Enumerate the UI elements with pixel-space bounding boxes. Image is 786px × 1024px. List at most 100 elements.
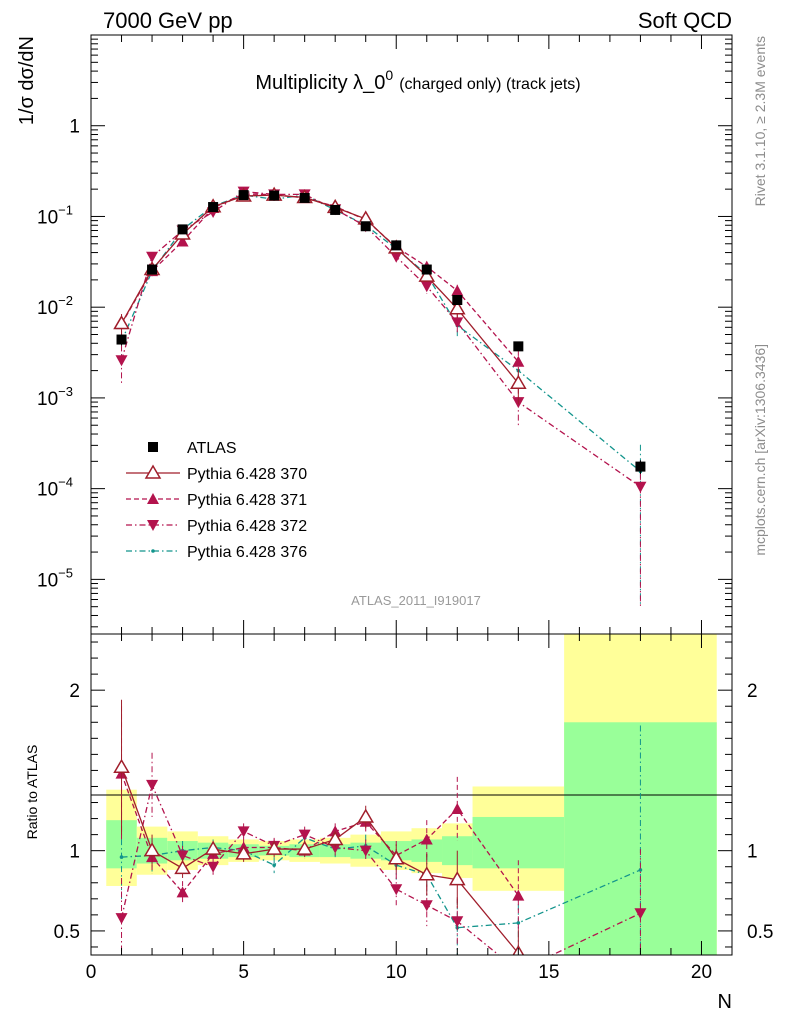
data-point [116, 334, 127, 345]
series-2 [115, 187, 525, 378]
data-point [634, 908, 647, 920]
series-1 [113, 186, 527, 405]
ratio-y-tick-label-right: 1 [747, 842, 758, 863]
data-point [208, 202, 219, 213]
ratio-y-tick-label-right: 2 [747, 681, 758, 702]
y-tick-exp: −3 [58, 384, 73, 399]
data-point [448, 871, 466, 886]
header-right: Soft QCD [638, 8, 732, 33]
data-point [421, 264, 432, 275]
data-point [360, 221, 371, 232]
x-tick-label: 5 [238, 962, 249, 983]
ratio-marks [113, 699, 647, 955]
series-0 [113, 699, 525, 955]
ratio-frame [90, 633, 733, 956]
y-tick-label: 10−1 [37, 202, 73, 228]
series-1 [115, 706, 525, 931]
y-tick-label: 1 [69, 117, 80, 138]
data-point [207, 861, 220, 873]
main-panel: 110−110−210−310−410−5 Multiplicity λ_00(… [16, 34, 733, 635]
data-point [418, 866, 436, 881]
legend: ATLAS Pythia 6.428 370 Pythia 6.428 371 Pyt… [126, 440, 307, 561]
data-point [147, 264, 158, 275]
data-point [269, 190, 280, 201]
legend-label: Pythia 6.428 372 [187, 518, 307, 535]
chart-title-suffix: (charged only) (track jets) [399, 76, 580, 93]
data-point [391, 240, 402, 251]
data-point [115, 355, 128, 367]
legend-label: Pythia 6.428 371 [187, 492, 307, 509]
chart-title-sup: 0 [385, 67, 393, 83]
data-point [176, 850, 189, 862]
y-tick-base: 10 [37, 570, 58, 591]
y-tick-label: 10−4 [37, 475, 73, 501]
data-point [113, 758, 130, 773]
data-point [177, 224, 188, 235]
data-point [390, 251, 403, 263]
data-point [390, 884, 403, 896]
chart-title: Multiplicity λ_00 (charged only) (track j… [255, 67, 580, 94]
data-point [420, 281, 433, 293]
data-point [146, 251, 159, 263]
data-point [146, 779, 159, 791]
legend-label: Pythia 6.428 370 [187, 466, 307, 483]
series-line [121, 837, 641, 929]
legend-entry: Pythia 6.428 370 [126, 464, 307, 483]
y-tick-exp: −1 [58, 202, 73, 217]
ratio-y-tick-label: 0.5 [54, 922, 80, 943]
data-point [298, 829, 311, 841]
mcplots-label: mcplots.cern.ch [arXiv:1306.3436] [752, 344, 768, 556]
data-point [634, 481, 647, 493]
main-marks [113, 186, 647, 607]
y-tick-exp: −2 [58, 293, 73, 308]
legend-marker [151, 549, 155, 553]
x-tick-label: 20 [691, 962, 712, 983]
data-point [359, 845, 372, 857]
data-point [638, 868, 643, 872]
data-point [238, 190, 249, 201]
data-point [516, 921, 521, 925]
data-point [451, 284, 464, 296]
data-point [115, 913, 128, 925]
legend-entry: Pythia 6.428 371 [126, 492, 307, 509]
series-2 [115, 752, 647, 955]
watermark: ATLAS_2011_I919017 [351, 593, 481, 608]
y-tick-label: 10−5 [37, 565, 73, 591]
x-tick-label: 10 [386, 962, 407, 983]
ratio-axes: 0.5 0.51 12 20 5 10 15 20 [54, 634, 773, 983]
data-point [512, 889, 525, 901]
rivet-label: Rivet 3.1.10, ≥ 2.3M events [752, 36, 768, 206]
data-point [235, 845, 252, 860]
series-line [120, 194, 641, 472]
data-point [420, 833, 433, 845]
x-tick-label: 15 [538, 962, 559, 983]
ratio-y-tick-label-right: 0.5 [747, 922, 773, 943]
data-point [329, 825, 342, 837]
legend-label: Pythia 6.428 376 [187, 544, 307, 561]
data-point [418, 267, 436, 282]
data-point [448, 300, 466, 315]
legend-marker [148, 442, 158, 452]
data-point [143, 842, 161, 857]
data-point [635, 461, 646, 472]
series-line [120, 193, 519, 363]
data-point [326, 830, 344, 846]
data-point [119, 855, 124, 859]
data-point [512, 355, 525, 367]
ratio-y-label: Ratio to ATLAS [24, 745, 40, 840]
ratio-y-tick-label: 2 [69, 681, 80, 702]
data-point [296, 840, 313, 855]
data-point [174, 859, 191, 875]
legend-marker [147, 520, 159, 531]
y-tick-label: 10−2 [37, 293, 73, 319]
legend-marker [147, 493, 159, 504]
ratio-panel: 0.5 0.51 12 20 5 10 15 20 Ratio to ATLAS N [24, 633, 773, 1013]
chart-title-main: Multiplicity λ_0 [255, 72, 385, 94]
data-point [265, 840, 283, 855]
y-tick-label: 10−3 [37, 384, 73, 410]
y-tick-exp: −4 [58, 475, 73, 490]
series-line [120, 782, 641, 955]
band-green [411, 839, 443, 862]
data-point [452, 295, 463, 306]
